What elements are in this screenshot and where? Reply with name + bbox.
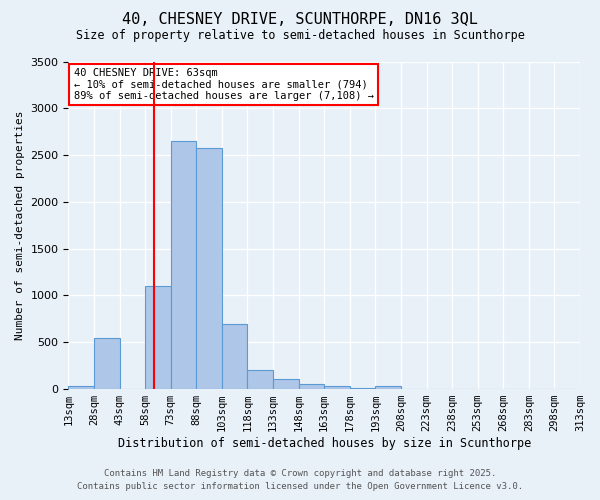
Text: Contains HM Land Registry data © Crown copyright and database right 2025.
Contai: Contains HM Land Registry data © Crown c… bbox=[77, 470, 523, 491]
Bar bbox=[376, 386, 401, 389]
Bar bbox=[171, 141, 196, 389]
Bar bbox=[299, 384, 324, 389]
Bar bbox=[350, 388, 376, 389]
Bar bbox=[324, 386, 350, 389]
Bar bbox=[273, 379, 299, 389]
Text: 40 CHESNEY DRIVE: 63sqm
← 10% of semi-detached houses are smaller (794)
89% of s: 40 CHESNEY DRIVE: 63sqm ← 10% of semi-de… bbox=[74, 68, 374, 102]
Bar bbox=[68, 386, 94, 389]
Bar bbox=[247, 370, 273, 389]
Bar bbox=[94, 338, 119, 389]
Bar bbox=[222, 324, 247, 389]
Bar bbox=[196, 148, 222, 389]
Text: 40, CHESNEY DRIVE, SCUNTHORPE, DN16 3QL: 40, CHESNEY DRIVE, SCUNTHORPE, DN16 3QL bbox=[122, 12, 478, 28]
X-axis label: Distribution of semi-detached houses by size in Scunthorpe: Distribution of semi-detached houses by … bbox=[118, 437, 531, 450]
Text: Size of property relative to semi-detached houses in Scunthorpe: Size of property relative to semi-detach… bbox=[76, 29, 524, 42]
Bar bbox=[145, 286, 171, 389]
Y-axis label: Number of semi-detached properties: Number of semi-detached properties bbox=[15, 110, 25, 340]
